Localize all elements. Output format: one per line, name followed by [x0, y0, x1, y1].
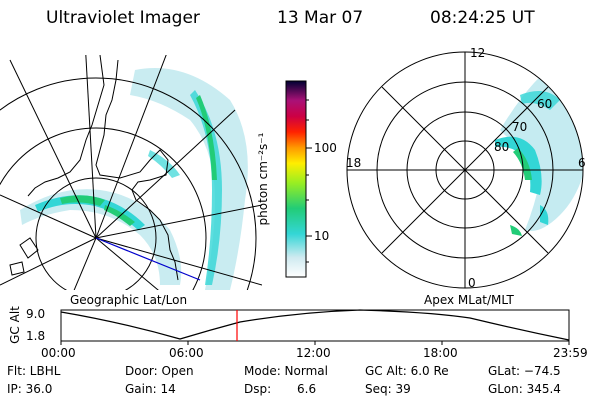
polar-plot: [346, 51, 584, 289]
seq-readout: Seq: 39: [365, 382, 411, 396]
altitude-tick-9: 9.0: [26, 307, 46, 321]
colorbar: [285, 80, 312, 278]
altitude-plot: [60, 309, 570, 345]
mode-readout: Mode: Normal: [244, 364, 328, 378]
observation-time: 08:24:25 UT: [430, 8, 535, 28]
polar-label-0: 0: [468, 276, 476, 290]
dsp-label: Dsp:: [244, 382, 272, 396]
glat-readout: GLat: −74.5: [488, 364, 561, 378]
observation-date: 13 Mar 07: [277, 8, 364, 28]
altitude-ticks: [60, 341, 570, 345]
filter-readout: Flt: LBHL: [7, 364, 61, 378]
colorbar-unit-label: photon cm⁻²s⁻¹: [256, 132, 270, 226]
geographic-map: [0, 55, 262, 290]
time-tick-0600: 06:00: [169, 346, 204, 360]
aurora-emission-geo: [20, 68, 248, 290]
glon-readout: GLon: 345.4: [488, 382, 561, 396]
coastline: [9, 55, 179, 281]
longitude-grid: [0, 55, 262, 290]
dsp-value: 6.6: [297, 382, 317, 396]
polar-ring-60: 60: [537, 97, 553, 111]
altitude-tick-1-8: 1.8: [26, 329, 46, 343]
latitude-grid: [0, 77, 257, 290]
apex-projection-label: Apex MLat/MLT: [424, 293, 514, 307]
polar-grid: [346, 51, 584, 289]
altitude-axis-label: GC Alt: [8, 306, 22, 344]
time-tick-0000: 00:00: [41, 346, 76, 360]
sub-satellite-meridian: [95, 237, 201, 281]
polar-label-12: 12: [470, 46, 486, 60]
polar-label-18: 18: [346, 156, 362, 170]
polar-ring-80: 80: [494, 140, 510, 154]
altitude-curve: [60, 309, 570, 341]
door-readout: Door: Open: [125, 364, 194, 378]
instrument-title: Ultraviolet Imager: [46, 8, 200, 28]
time-tick-2359: 23:59: [553, 346, 588, 360]
colorbar-tick-10: 10: [314, 229, 330, 243]
colorbar-tick-100: 100: [314, 141, 337, 155]
time-tick-1800: 18:00: [423, 346, 458, 360]
time-tick-1200: 12:00: [296, 346, 331, 360]
gain-readout: Gain: 14: [125, 382, 176, 396]
gc-alt-readout: GC Alt: 6.0 Re: [365, 364, 449, 378]
polar-ring-70: 70: [512, 120, 528, 134]
polar-label-6: 6: [578, 156, 586, 170]
geographic-projection-label: Geographic Lat/Lon: [70, 293, 188, 307]
ip-readout: IP: 36.0: [7, 382, 53, 396]
